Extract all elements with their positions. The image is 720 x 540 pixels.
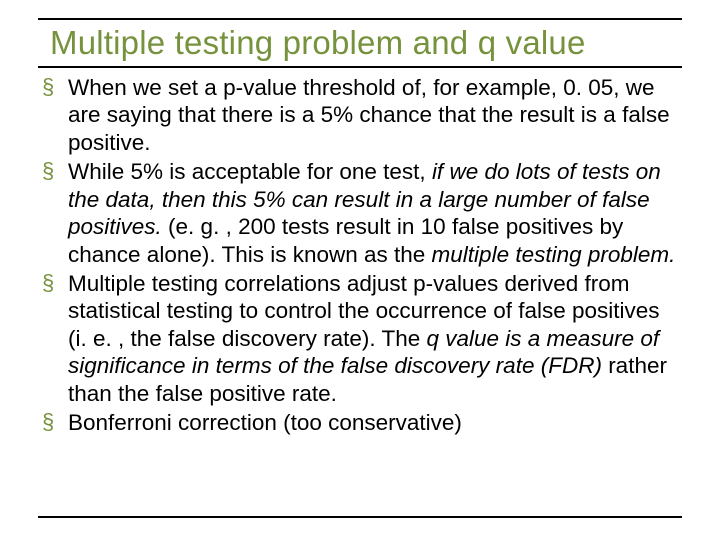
slide-title: Multiple testing problem and q value bbox=[38, 20, 682, 66]
bottom-rule bbox=[38, 516, 682, 518]
list-item: When we set a p-value threshold of, for … bbox=[38, 74, 682, 158]
bullet-text-italic: multiple testing problem. bbox=[432, 242, 676, 267]
list-item: While 5% is acceptable for one test, if … bbox=[38, 158, 682, 270]
bullet-text: When we set a p-value threshold of, for … bbox=[68, 75, 670, 155]
bullet-list: When we set a p-value threshold of, for … bbox=[38, 74, 682, 439]
list-item: Bonferroni correction (too conservative) bbox=[38, 409, 682, 438]
bullet-text: Bonferroni correction (too conservative) bbox=[68, 410, 462, 435]
list-item: Multiple testing correlations adjust p-v… bbox=[38, 270, 682, 409]
bullet-text: While 5% is acceptable for one test, bbox=[68, 159, 432, 184]
slide: Multiple testing problem and q value Whe… bbox=[0, 0, 720, 540]
slide-body: When we set a p-value threshold of, for … bbox=[38, 68, 682, 439]
